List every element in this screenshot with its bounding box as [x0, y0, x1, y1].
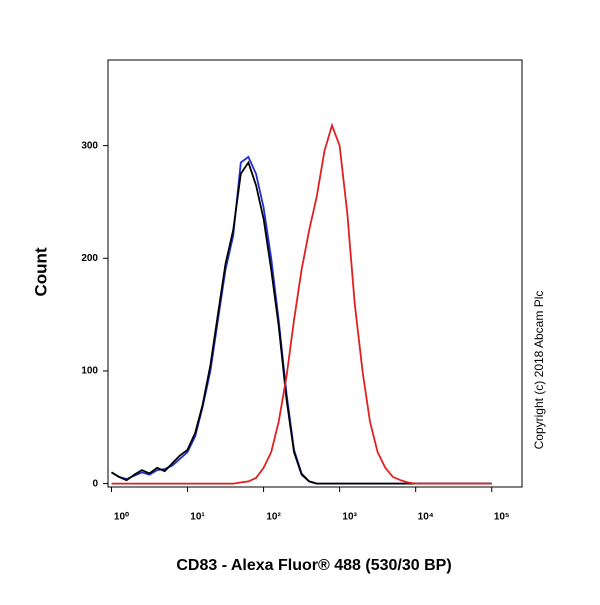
x-tick-label: 10¹: [190, 512, 205, 523]
series-line: [111, 155, 492, 485]
y-axis-label: Count: [31, 247, 50, 296]
series-line: [111, 122, 492, 485]
y-tick-label: 300: [81, 140, 98, 151]
x-tick-label: 10⁵: [494, 512, 510, 523]
x-tick-label: 10⁰: [114, 512, 129, 523]
y-tick-label: 100: [81, 366, 98, 377]
y-tick-label: 0: [92, 478, 98, 489]
x-axis-label: CD83 - Alexa Fluor® 488 (530/30 BP): [176, 557, 451, 574]
copyright: Copyright (c) 2018 Abcam Plc: [532, 291, 546, 450]
x-tick-label: 10⁴: [418, 512, 434, 523]
series-line: [111, 160, 492, 485]
y-tick-label: 200: [81, 253, 98, 264]
x-tick-label: 10²: [266, 512, 281, 523]
x-tick-label: 10³: [342, 512, 357, 523]
plot-frame: [107, 59, 523, 488]
